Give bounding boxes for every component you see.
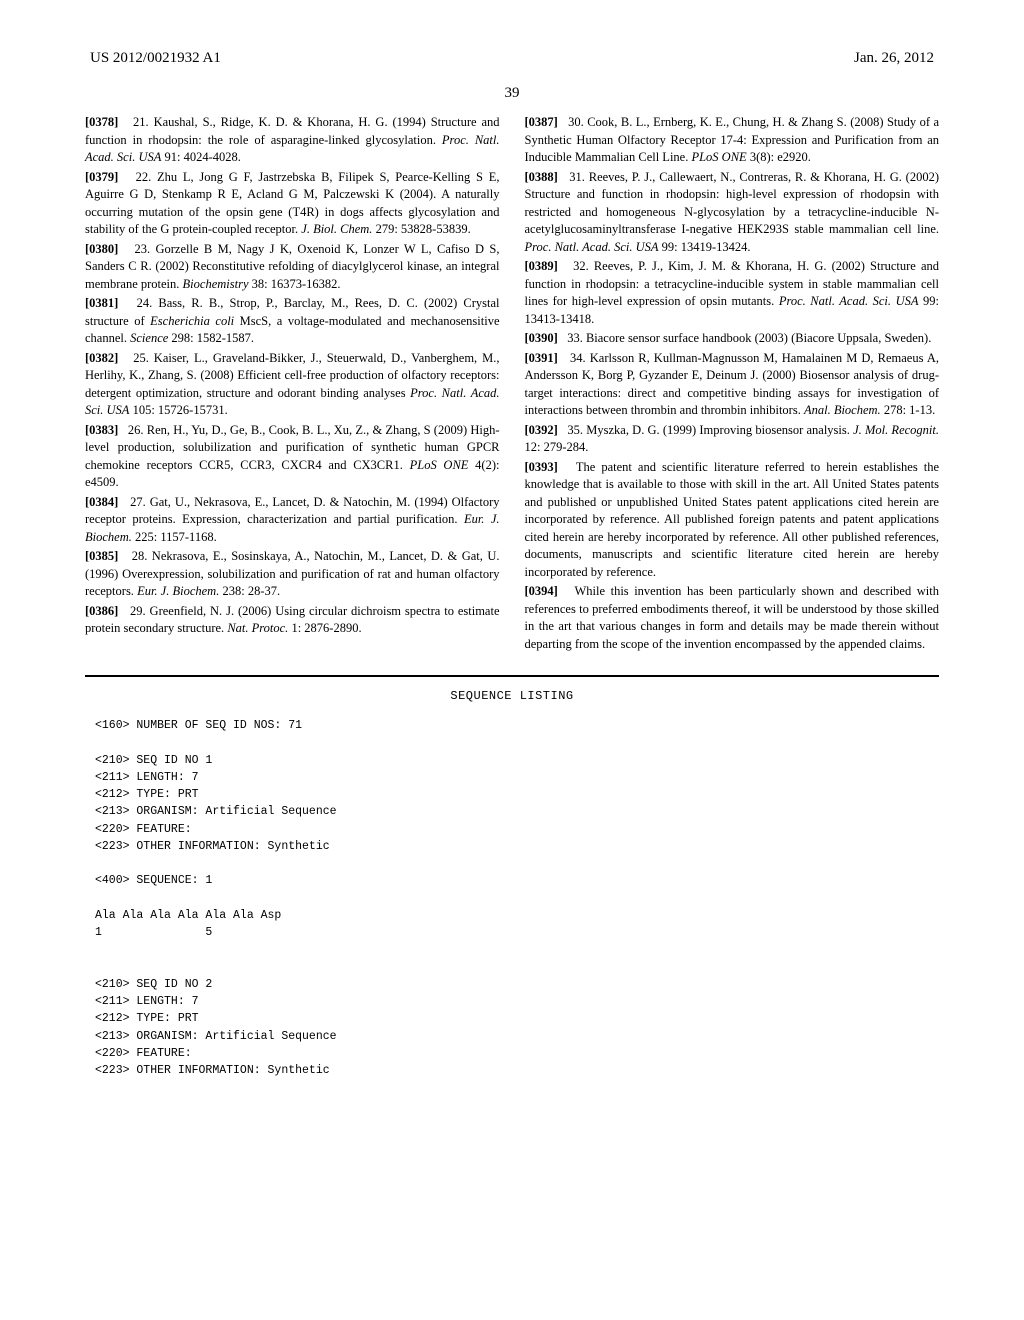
reference-entry: [0383] 26. Ren, H., Yu, D., Ge, B., Cook…	[85, 422, 500, 492]
reference-entry: [0387] 30. Cook, B. L., Ernberg, K. E., …	[525, 114, 940, 167]
reference-entry: [0385] 28. Nekrasova, E., Sosinskaya, A.…	[85, 548, 500, 601]
publication-number: US 2012/0021932 A1	[90, 50, 221, 67]
paragraph-394: [0394] While this invention has been par…	[525, 583, 940, 653]
reference-entry: [0378] 21. Kaushal, S., Ridge, K. D. & K…	[85, 114, 500, 167]
reference-entry: [0379] 22. Zhu L, Jong G F, Jastrzebska …	[85, 169, 500, 239]
two-column-content: [0378] 21. Kaushal, S., Ridge, K. D. & K…	[0, 114, 1024, 655]
reference-entry: [0392] 35. Myszka, D. G. (1999) Improvin…	[525, 422, 940, 457]
reference-entry: [0386] 29. Greenfield, N. J. (2006) Usin…	[85, 603, 500, 638]
reference-entry: [0390] 33. Biacore sensor surface handbo…	[525, 330, 940, 348]
right-column: [0387] 30. Cook, B. L., Ernberg, K. E., …	[525, 114, 940, 655]
reference-entry: [0381] 24. Bass, R. B., Strop, P., Barcl…	[85, 295, 500, 348]
paragraph-393: [0393] The patent and scientific literat…	[525, 459, 940, 582]
reference-entry: [0382] 25. Kaiser, L., Graveland-Bikker,…	[85, 350, 500, 420]
sequence-listing: <160> NUMBER OF SEQ ID NOS: 71 <210> SEQ…	[0, 717, 1024, 1079]
reference-entry: [0389] 32. Reeves, P. J., Kim, J. M. & K…	[525, 258, 940, 328]
sequence-heading: SEQUENCE LISTING	[0, 689, 1024, 703]
page-header: US 2012/0021932 A1 Jan. 26, 2012	[0, 0, 1024, 77]
reference-entry: [0388] 31. Reeves, P. J., Callewaert, N.…	[525, 169, 940, 257]
reference-entry: [0380] 23. Gorzelle B M, Nagy J K, Oxeno…	[85, 241, 500, 294]
left-column: [0378] 21. Kaushal, S., Ridge, K. D. & K…	[85, 114, 500, 655]
page-number: 39	[0, 77, 1024, 114]
publication-date: Jan. 26, 2012	[854, 50, 934, 67]
sequence-divider	[85, 675, 939, 677]
reference-entry: [0384] 27. Gat, U., Nekrasova, E., Lance…	[85, 494, 500, 547]
reference-entry: [0391] 34. Karlsson R, Kullman-Magnusson…	[525, 350, 940, 420]
